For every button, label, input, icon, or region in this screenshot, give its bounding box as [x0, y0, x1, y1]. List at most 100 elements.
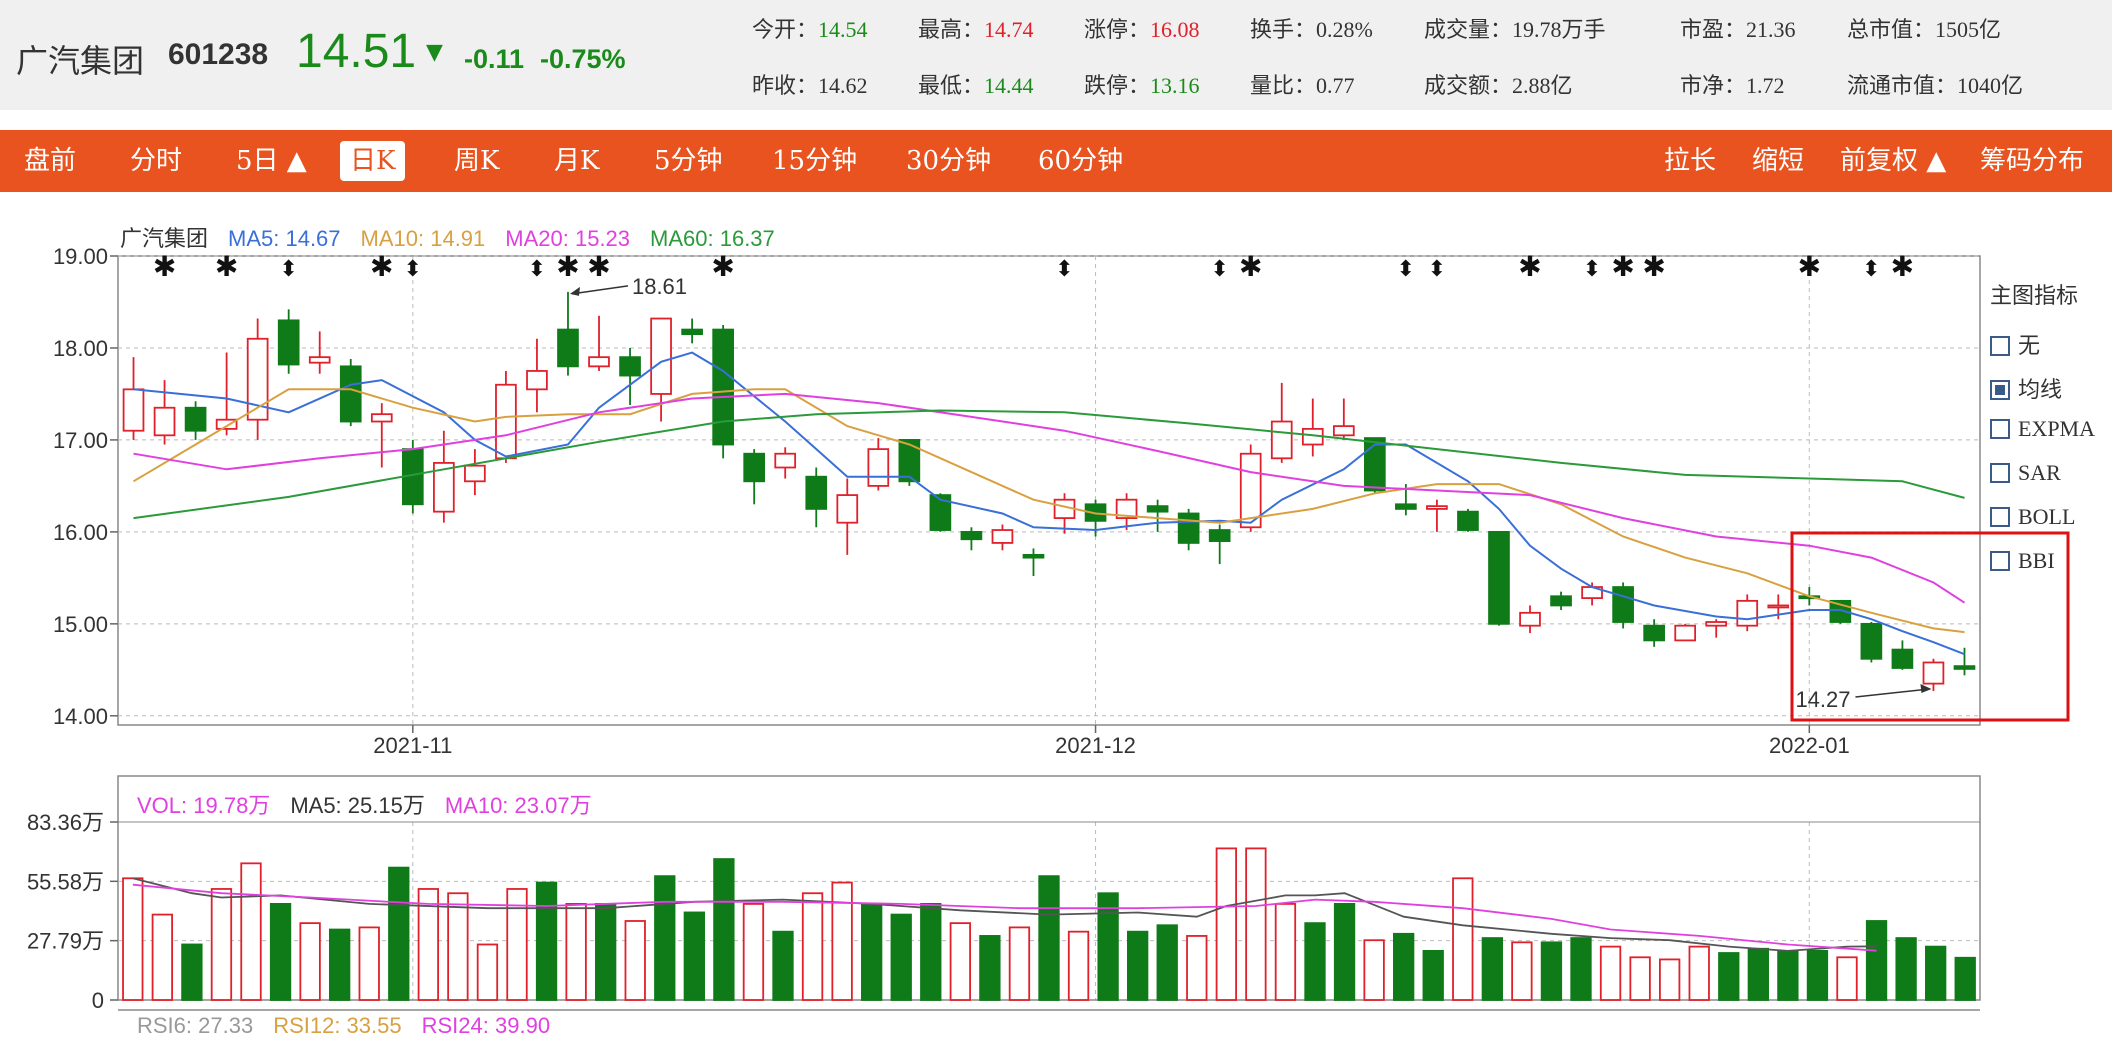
stat-value: 1505亿	[1935, 17, 2002, 42]
checkbox-icon[interactable]	[1990, 335, 2010, 356]
stat-item: 市盈：21.36	[1680, 12, 1796, 44]
candle-body	[1519, 611, 1541, 627]
tab-period[interactable]: 日K	[340, 141, 406, 181]
stock-code: 601238	[168, 38, 269, 71]
y-tick-label: 16.00	[53, 520, 108, 545]
tab-period[interactable]: 盘前	[24, 146, 77, 176]
volume-bar	[1452, 877, 1474, 1001]
candle	[743, 449, 766, 505]
tab-period[interactable]: 周K	[454, 146, 500, 176]
checkbox-icon[interactable]	[1990, 462, 2010, 483]
volume-bar	[1895, 937, 1917, 1001]
candle-body	[867, 448, 890, 487]
candle	[1891, 640, 1914, 670]
candle	[433, 430, 455, 523]
candle-body	[215, 418, 238, 430]
indicator-option[interactable]: 无	[1990, 328, 2040, 360]
price-plot-frame	[117, 255, 1981, 726]
event-marker-icon: ⬍	[1210, 257, 1228, 282]
legend-entry: 广汽集团	[120, 226, 209, 251]
stat-value: 0.28%	[1316, 17, 1373, 42]
checkbox-checked-icon[interactable]	[1990, 379, 2010, 400]
toolbar-action-button[interactable]: 拉长	[1664, 146, 1717, 176]
candle-body	[929, 494, 952, 531]
indicator-option[interactable]: BOLL	[1990, 504, 2075, 530]
toolbar-action-button[interactable]: 缩短	[1752, 146, 1805, 176]
checkbox-icon[interactable]	[1990, 550, 2010, 571]
indicator-option[interactable]: 均线	[1990, 372, 2062, 404]
event-marker-icon: ✱	[587, 250, 610, 283]
candle-body	[836, 494, 859, 524]
indicator-option-label: 均线	[2018, 377, 2063, 402]
volume-bar	[1925, 945, 1947, 1001]
volume-bar	[1097, 892, 1119, 1001]
candle	[1301, 398, 1324, 457]
indicator-option[interactable]: EXPMA	[1990, 416, 2095, 442]
legend-entry: MA5: 25.15万	[290, 793, 425, 818]
tab-period[interactable]: 15分钟	[772, 146, 858, 176]
tab-period[interactable]: 30分钟	[906, 146, 992, 176]
stat-label: 今开：	[752, 18, 819, 43]
candle	[1736, 594, 1759, 632]
price-change: -0.11	[464, 44, 525, 74]
volume-bar	[1806, 949, 1829, 1001]
toolbar-action-button[interactable]: 筹码分布	[1980, 146, 2085, 176]
candle-body	[153, 406, 176, 437]
candle	[1457, 508, 1479, 532]
period-toolbar: 盘前 分时 5日 ▲ 日K 周K 月K 5分钟 15分钟 30分钟 60分钟 拉长 缩短 前复权 ▲ 筹码…	[0, 130, 2112, 192]
candle-body	[184, 406, 207, 432]
candle	[898, 439, 921, 486]
price-change-percent: -0.75%	[540, 44, 626, 74]
tab-period[interactable]: 月K	[554, 146, 600, 176]
checkbox-icon[interactable]	[1990, 418, 2010, 439]
volume-bar	[1540, 941, 1563, 1001]
candle	[991, 524, 1014, 551]
candle	[1550, 591, 1572, 611]
tab-period[interactable]: 分时	[130, 146, 183, 176]
candle	[1612, 582, 1634, 629]
rsi-legend: RSI6: 27.33 RSI12: 33.55 RSI24: 39.90	[137, 1013, 570, 1039]
stock-name: 广汽集团	[16, 42, 145, 80]
volume-bar	[1481, 937, 1503, 1001]
y-tick-label: 15.00	[53, 612, 108, 637]
tab-period[interactable]: 5分钟	[654, 146, 723, 176]
stat-value: 19.78万手	[1512, 17, 1606, 42]
candle	[1022, 548, 1045, 577]
candle	[1953, 647, 1976, 676]
candle-body	[1332, 425, 1355, 437]
legend-entry: RSI6: 27.33	[137, 1013, 254, 1038]
volume-bar	[1186, 935, 1208, 1001]
stat-label: 跌停：	[1084, 74, 1151, 99]
checkbox-icon[interactable]	[1990, 506, 2010, 527]
volume-bar	[506, 888, 528, 1001]
stat-label: 流通市值：	[1847, 74, 1958, 99]
volume-bar	[801, 892, 824, 1001]
candle	[339, 358, 362, 427]
event-marker-icon: ✱	[153, 250, 176, 283]
volume-bar	[565, 903, 587, 1001]
candle	[1674, 623, 1697, 642]
indicator-option[interactable]: SAR	[1990, 460, 2061, 486]
candle-body	[308, 356, 331, 364]
tab-period[interactable]: 60分钟	[1038, 146, 1124, 176]
high-annotation-label: 18.61	[632, 274, 687, 299]
candle-body	[743, 452, 766, 483]
stat-value: 21.36	[1746, 17, 1796, 42]
candle-body	[712, 328, 734, 446]
y-tick-label: 18.00	[53, 336, 108, 361]
candle-body	[681, 328, 703, 336]
candle	[526, 338, 548, 413]
tab-period[interactable]: 5日 ▲	[236, 146, 307, 176]
main-indicator-title: 主图指标	[1990, 284, 2079, 309]
current-price: 14.51	[296, 25, 417, 78]
toolbar-action-button[interactable]: 前复权 ▲	[1840, 146, 1947, 176]
y-tick-label: 19.00	[53, 244, 108, 269]
indicator-option-label: 无	[2018, 333, 2041, 358]
candle-body	[1177, 512, 1200, 544]
stat-value: 13.16	[1150, 73, 1200, 98]
candle	[1860, 622, 1883, 663]
candle	[960, 527, 983, 551]
candle	[557, 291, 579, 376]
indicator-option[interactable]: BBI	[1990, 548, 2055, 574]
